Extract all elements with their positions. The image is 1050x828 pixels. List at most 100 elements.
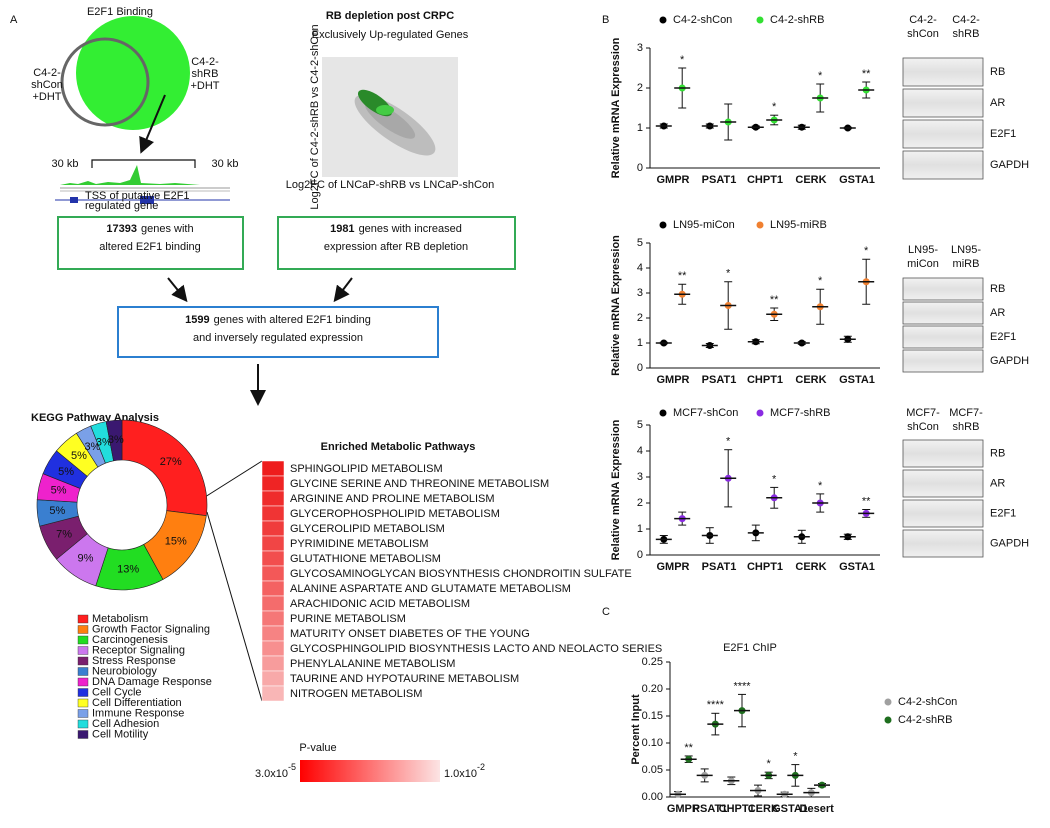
blot-band-label: RB (990, 66, 1005, 78)
legend-label: C4-2-shRB (898, 714, 952, 726)
box-text: expression after RB depletion (324, 241, 468, 253)
blot-column-label: shCon (907, 28, 939, 40)
legend-label: Cell Differentiation (92, 697, 182, 709)
x-tick-label: CHPT1 (719, 803, 755, 815)
legend-label: Cell Cycle (92, 686, 142, 698)
legend-marker (884, 716, 892, 724)
heatmap-cell (261, 460, 285, 477)
y-tick-label: 1 (637, 122, 643, 134)
legend-label: Metabolism (92, 613, 148, 625)
y-tick-label: 3 (637, 471, 643, 483)
significance: * (818, 70, 823, 82)
y-tick-label: 3 (637, 287, 643, 299)
arrow (167, 277, 188, 303)
blot-column-label: LN95- (951, 244, 981, 256)
box-text: 1981 genes with increased (330, 223, 462, 235)
panel-label: B (602, 14, 609, 26)
x-tick-label: CHPT1 (747, 374, 783, 386)
zoom-line (206, 511, 263, 702)
heatmap-row-label: PYRIMIDINE METABOLISM (290, 538, 429, 550)
y-tick-label: 4 (637, 445, 643, 457)
blot-band-label: GAPDH (990, 355, 1029, 367)
box-text: 1599 genes with altered E2F1 binding (185, 314, 371, 326)
significance: ** (684, 742, 693, 754)
legend-label: Carcinogenesis (92, 634, 168, 646)
legend-swatch (77, 688, 89, 697)
significance: * (726, 436, 731, 448)
venn-label: shCon (31, 79, 63, 91)
y-tick-label: 1 (637, 523, 643, 535)
heatmap-cell (261, 655, 285, 672)
venn-diagram (60, 16, 190, 154)
x-tick-label: GMPR (657, 174, 690, 186)
panel-label: A (10, 14, 18, 26)
x-tick-label: CHPT1 (747, 561, 783, 573)
gene-track (55, 159, 230, 204)
legend-label: C4-2-shCon (898, 696, 957, 708)
slice-label: 3% (108, 434, 124, 446)
heatmap-cell (261, 520, 285, 537)
heatmap-cell (261, 610, 285, 627)
y-axis-label: Relative mRNA Expression (610, 419, 622, 560)
box-text: and inversely regulated expression (193, 332, 363, 344)
box-text: 17393 genes with (106, 223, 193, 235)
significance: ** (862, 495, 871, 507)
heatmap-row-label: NITROGEN METABOLISM (290, 688, 422, 700)
box (277, 216, 516, 270)
slice-label: 7% (56, 528, 72, 540)
slice-label: 5% (51, 485, 67, 497)
legend-label: Growth Factor Signaling (92, 623, 210, 635)
blot-column-label: MCF7- (906, 407, 940, 419)
blot-column-label: MCF7- (949, 407, 983, 419)
box (117, 306, 439, 358)
blot-column-label: miRB (953, 258, 980, 270)
legend-label: LN95-miCon (673, 219, 735, 231)
plot-subtitle: Exclusively Up-regulated Genes (312, 29, 469, 41)
venn-label: C4-2- (191, 56, 219, 68)
legend-gradient (300, 760, 440, 782)
legend-label: 3.0x10-5 (255, 762, 296, 780)
heatmap-row-label: GLYCOSPHINGOLIPID BIOSYNTHESIS LACTO AND… (290, 643, 662, 655)
heatmap-cell (261, 505, 285, 522)
x-tick-label: PSAT1 (702, 561, 737, 573)
heatmap-row-label: GLUTATHIONE METABOLISM (290, 553, 441, 565)
legend-marker (659, 16, 667, 24)
legend-label: MCF7-shRB (770, 407, 831, 419)
significance: * (726, 268, 731, 280)
legend-swatch (77, 698, 89, 708)
slice-label: 3% (96, 436, 112, 448)
x-tick-label: GMPR (667, 803, 700, 815)
blot-band-label: E2F1 (990, 128, 1016, 140)
heatmap-row-label: ARACHIDONIC ACID METABOLISM (290, 598, 470, 610)
y-tick-label: 5 (637, 237, 643, 249)
legend-label: 1.0x10-2 (444, 762, 485, 780)
significance: ** (678, 270, 687, 282)
significance: * (818, 480, 823, 492)
significance: **** (733, 680, 751, 692)
rb-scatter (322, 57, 458, 177)
box-text: genes with altered E2F1 binding (214, 314, 371, 326)
y-tick-label: 3 (637, 42, 643, 54)
scale-label: 30 kb (212, 158, 239, 170)
x-tick-label: GMPR (657, 561, 690, 573)
x-tick-label: CERK (748, 803, 779, 815)
legend-label: Cell Adhesion (92, 718, 159, 730)
track-caption: TSS of putative E2F1 (85, 190, 190, 202)
box-number: 1599 (185, 314, 209, 326)
heatmap-cell (261, 670, 285, 687)
heatmap-row-label: PHENYLALANINE METABOLISM (290, 658, 455, 670)
blot-band-label: GAPDH (990, 159, 1029, 171)
legend-label: Receptor Signaling (92, 644, 185, 656)
x-tick-label: PSAT1 (693, 803, 728, 815)
heatmap-title: Enriched Metabolic Pathways (321, 441, 476, 453)
significance: * (772, 101, 777, 113)
legend-label: Immune Response (92, 707, 184, 719)
significance: * (818, 275, 823, 287)
significance: ** (770, 294, 779, 306)
blot-column-label: LN95- (908, 244, 938, 256)
blot-column-label: shRB (953, 28, 980, 40)
donut-slice (121, 419, 208, 516)
y-tick-label: 0.25 (642, 656, 663, 668)
significance: * (680, 54, 685, 66)
